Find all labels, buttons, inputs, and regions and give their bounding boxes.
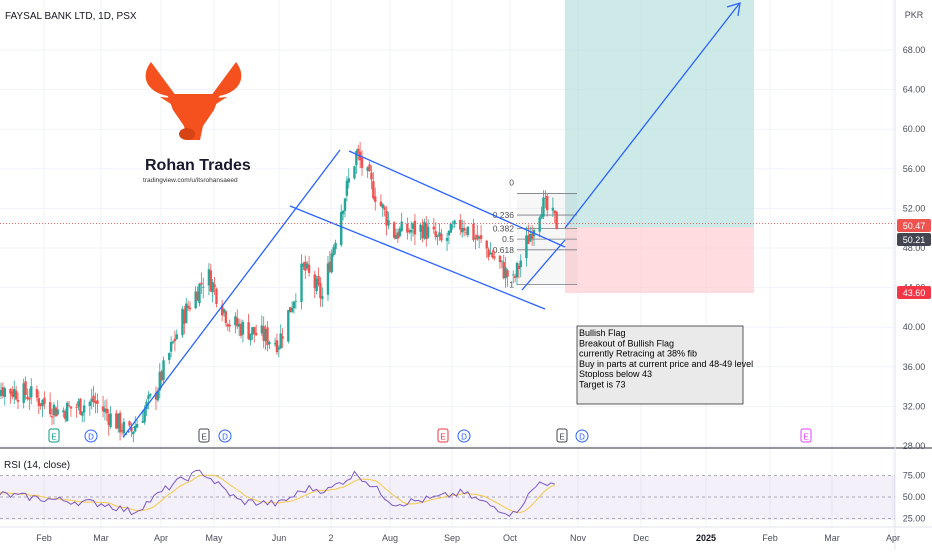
watermark-brand: Rohan Trades [145, 157, 251, 174]
fib-price-label: 50.21 [897, 233, 931, 246]
price-tick-label: 56.00 [903, 164, 926, 174]
candle [555, 211, 557, 229]
svg-text:E: E [201, 433, 206, 442]
svg-text:E: E [803, 433, 808, 442]
event-marker-earnings[interactable]: E [557, 429, 567, 442]
time-tick-label: Oct [503, 533, 518, 543]
svg-text:D: D [88, 433, 94, 442]
price-tick-label: 64.00 [903, 85, 926, 95]
event-marker-earnings-positive[interactable]: E [49, 429, 59, 442]
time-tick-label: Feb [762, 533, 778, 543]
candle [287, 310, 289, 344]
time-tick-label: Jun [272, 533, 287, 543]
watermark-url: tradingview.com/u/itsrohansaeed [143, 177, 238, 184]
rsi-tick-label: 50.00 [903, 492, 926, 502]
rsi-tick-label: 25.00 [903, 514, 926, 524]
time-tick-label: Dec [633, 533, 650, 543]
event-marker-dividend[interactable]: D [219, 430, 231, 442]
note-line: Breakout of Bullish Flag [579, 338, 674, 348]
candle [353, 166, 355, 180]
time-tick-label: Apr [154, 533, 168, 543]
rsi-title[interactable]: RSI (14, close) [4, 460, 70, 471]
event-marker-earnings-future[interactable]: E [801, 429, 811, 442]
time-tick-label: Feb [36, 533, 52, 543]
stop-zone[interactable] [565, 227, 754, 293]
price-tick-label: 68.00 [903, 45, 926, 55]
time-tick-label: Nov [570, 533, 587, 543]
event-marker-dividend[interactable]: D [85, 430, 97, 442]
svg-text:50.47: 50.47 [903, 221, 926, 231]
candle [162, 357, 164, 384]
symbol-title[interactable]: FAYSAL BANK LTD, 1D, PSX [5, 11, 137, 22]
svg-text:E: E [51, 433, 56, 442]
svg-text:43.60: 43.60 [903, 288, 926, 298]
candle [66, 401, 68, 421]
price-tick-label: 28.00 [903, 441, 926, 451]
stop-price-label: 43.60 [897, 286, 931, 299]
note-line: Bullish Flag [579, 328, 626, 338]
currency-label: PKR [905, 10, 924, 20]
time-tick-label: Mar [93, 533, 109, 543]
svg-text:D: D [461, 433, 467, 442]
fib-level-label: 0.236 [493, 210, 515, 220]
price-tick-label: 60.00 [903, 124, 926, 134]
time-tick-label: Aug [382, 533, 398, 543]
fib-level-label: 0.382 [493, 223, 515, 233]
svg-text:D: D [222, 433, 228, 442]
target-zone[interactable] [565, 0, 754, 227]
svg-text:E: E [440, 433, 445, 442]
last-price-label: 50.47 [897, 219, 931, 232]
svg-text:50.21: 50.21 [903, 235, 926, 245]
event-marker-dividend[interactable]: D [576, 430, 588, 442]
event-marker-dividend[interactable]: D [458, 430, 470, 442]
svg-text:E: E [559, 433, 564, 442]
time-tick-label: Sep [444, 533, 460, 543]
time-tick-label: 2 [328, 533, 333, 543]
time-tick-label: Apr [886, 533, 900, 543]
price-tick-label: 32.00 [903, 401, 926, 411]
event-marker-earnings-negative[interactable]: E [438, 429, 448, 442]
price-tick-label: 36.00 [903, 362, 926, 372]
note-line: Stoploss below 43 [579, 369, 652, 379]
rsi-tick-label: 75.00 [903, 471, 926, 481]
price-tick-label: 40.00 [903, 322, 926, 332]
time-tick-label: 2025 [696, 533, 716, 543]
candle [198, 283, 200, 307]
time-tick-label: May [205, 533, 223, 543]
fib-level-label: 0.618 [493, 245, 515, 255]
note-line: currently Retracing at 38% fib [579, 349, 697, 359]
event-marker-earnings[interactable]: E [199, 429, 209, 442]
time-tick-label: Mar [824, 533, 840, 543]
fib-level-label: 0.5 [502, 234, 514, 244]
price-tick-label: 52.00 [903, 203, 926, 213]
note-line: Target is 73 [579, 380, 626, 390]
svg-text:D: D [579, 433, 585, 442]
note-line: Buy in parts at current price and 48-49 … [579, 359, 753, 369]
fib-level-label: 0 [509, 178, 514, 188]
rsi-axis[interactable]: 75.00 50.00 25.00 [903, 471, 926, 524]
